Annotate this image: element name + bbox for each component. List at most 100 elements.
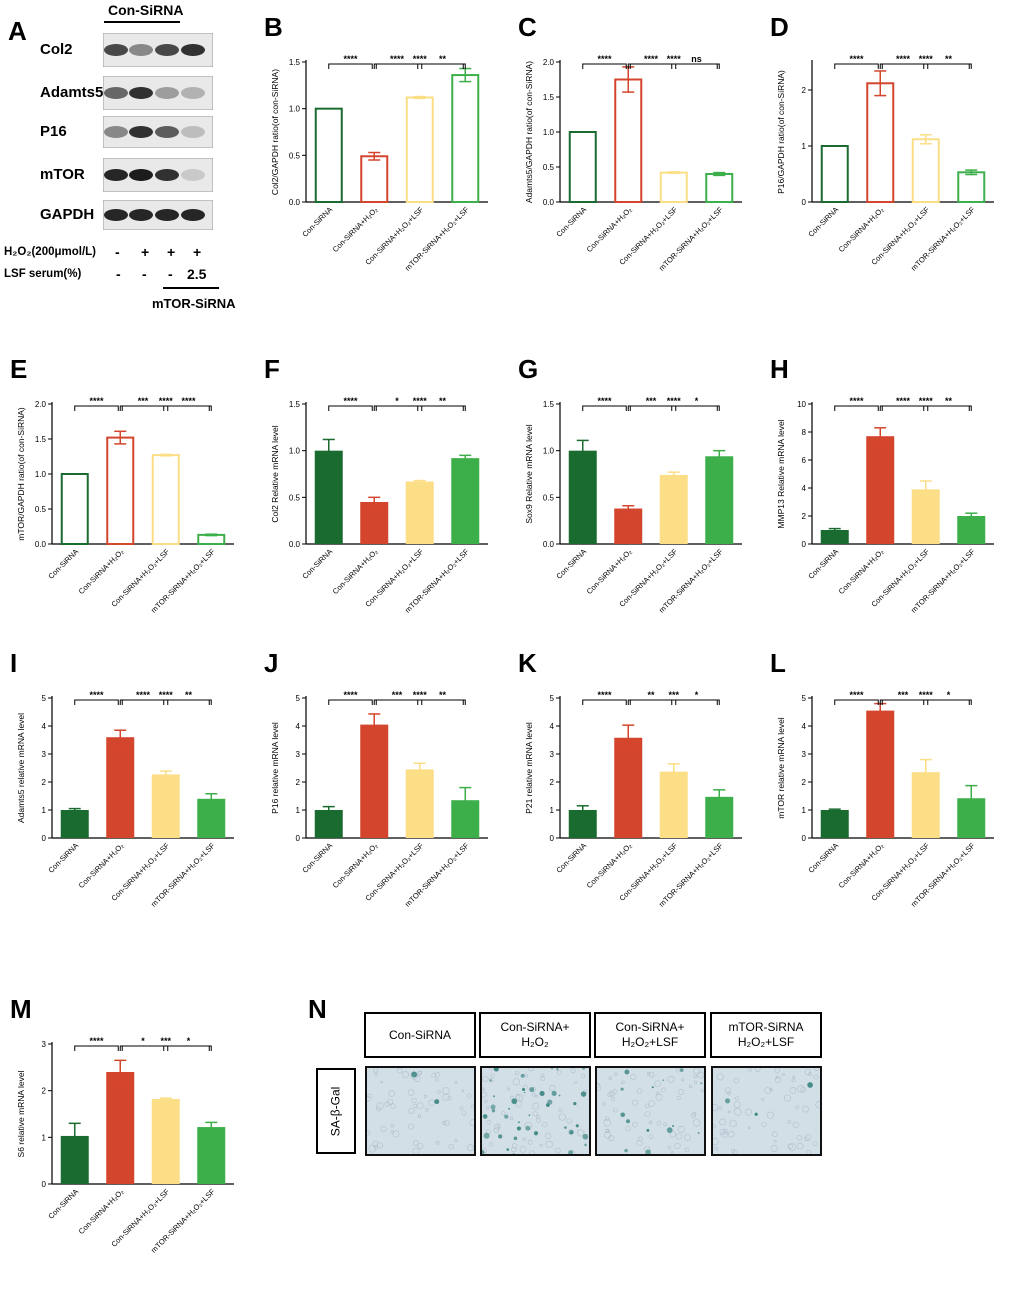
cell-outline-2-23 (684, 1134, 691, 1141)
bar-c-1 (614, 78, 643, 203)
y-tick-label-i-0: 0 (42, 834, 47, 843)
panel-letter-b: B (264, 12, 283, 42)
cell-outline-2-52 (654, 1080, 662, 1088)
y-axis-label-g: Sox9 Relative mRNA level (524, 424, 534, 523)
lsf-sign-4: 2.5 (187, 266, 207, 282)
significance-b-0: **** (328, 54, 373, 69)
header-mtor-sirna-h2o2-lsf-line1: mTOR-SiRNA (728, 1020, 804, 1034)
stain-spot-3-0 (725, 1098, 731, 1104)
cell-outline-0-26 (444, 1120, 450, 1126)
stain-spot-2-7 (662, 1079, 665, 1082)
error-bar-e-3 (205, 533, 218, 537)
panel-letter-f: F (264, 354, 280, 384)
cell-outline-1-20 (558, 1108, 563, 1113)
cell-outline-0-4 (434, 1072, 440, 1078)
stain-spot-1-33 (522, 1087, 526, 1091)
cell-outline-3-55 (791, 1078, 796, 1083)
panel-letter-g: G (518, 354, 538, 384)
significance-label-b-3: **** (413, 54, 428, 64)
significance-g-2: * (675, 396, 718, 411)
bar-l-1 (866, 710, 895, 838)
cell-outline-0-25 (467, 1144, 474, 1152)
cell-outline-3-36 (728, 1131, 735, 1138)
cell-outline-2-13 (677, 1125, 685, 1133)
cell-outline-2-0 (644, 1103, 650, 1109)
y-tick-label-m-2: 2 (42, 1087, 47, 1096)
error-bar-k-1 (622, 724, 635, 752)
cell-outline-3-6 (719, 1118, 726, 1126)
blot-strip-col2 (103, 33, 213, 67)
significance-h-0: **** (834, 396, 879, 411)
stain-spot-0-1 (434, 1099, 440, 1105)
chart-panel-h: H 0 2 4 6 8 10 MMP13 Relative mRNA level Con-SiR… (770, 354, 994, 615)
y-tick-label-m-1: 1 (42, 1133, 47, 1142)
cell-outline-1-26 (512, 1078, 520, 1086)
cell-outline-2-9 (648, 1120, 653, 1125)
cell-outline-3-30 (787, 1143, 793, 1149)
significance-l-3: **** (879, 690, 972, 705)
cell-outline-1-40 (566, 1118, 572, 1124)
significance-b-3: **** (373, 54, 466, 69)
category-label-e-1: Con-SiRNA+H₂O₂ (77, 547, 126, 596)
blot-band-gapdh-1 (104, 209, 128, 221)
cell-outline-3-52 (813, 1074, 819, 1080)
cell-outline-1-16 (523, 1084, 528, 1090)
cell-outline-2-19 (700, 1089, 704, 1093)
cell-outline-2-36 (697, 1071, 704, 1079)
cell-outline-3-28 (804, 1069, 811, 1076)
y-tick-label-g-3: 1.5 (543, 400, 555, 409)
cell-outline-3-23 (771, 1131, 778, 1138)
error-bar-k-2 (667, 763, 680, 781)
cell-outline-0-5 (390, 1124, 394, 1128)
cell-outline-1-29 (555, 1147, 561, 1154)
y-tick-label-l-4: 4 (802, 722, 807, 731)
stain-spot-1-28 (580, 1091, 587, 1097)
significance-label-i-1: **** (136, 690, 151, 700)
panel-letter-c: C (518, 12, 537, 42)
cell-outline-2-30 (676, 1096, 681, 1101)
significance-label-j-0: **** (343, 690, 358, 700)
y-axis-label-k: P21 relative mRNA level (524, 722, 534, 814)
significance-i-0: **** (74, 690, 119, 705)
cell-outline-0-59 (469, 1119, 474, 1126)
row-label-box: SA-β-Gal (316, 1068, 356, 1154)
error-bar-m-2 (159, 1097, 172, 1101)
cell-outline-3-31 (800, 1086, 807, 1093)
bar-i-2 (151, 774, 180, 838)
bar-i-0 (60, 810, 89, 838)
cell-outline-1-0 (532, 1102, 540, 1110)
significance-label-l-0: **** (849, 690, 864, 700)
cell-outline-0-17 (434, 1077, 439, 1082)
stain-spot-1-1 (493, 1095, 496, 1098)
blot-band-col2-2 (129, 44, 153, 56)
y-tick-label-l-3: 3 (802, 750, 807, 759)
y-tick-label-b-3: 1.5 (289, 58, 301, 67)
cell-outline-1-44 (542, 1122, 548, 1128)
stain-spot-1-7 (564, 1126, 567, 1129)
cell-outline-0-50 (374, 1072, 378, 1076)
stain-spot-1-37 (539, 1090, 545, 1096)
y-tick-label-f-3: 1.5 (289, 400, 301, 409)
significance-label-g-1: *** (646, 396, 657, 406)
cell-outline-0-20 (466, 1093, 472, 1099)
bar-l-0 (820, 810, 849, 838)
error-bar-h-1 (874, 427, 887, 446)
significance-e-0: **** (74, 396, 119, 411)
cell-outline-3-39 (788, 1143, 796, 1151)
panel-letter-d: D (770, 12, 789, 42)
cell-outline-0-7 (368, 1145, 377, 1153)
significance-j-0: **** (328, 690, 373, 705)
stain-spot-1-26 (508, 1107, 511, 1110)
significance-label-f-1: * (395, 396, 399, 406)
stain-spot-1-17 (517, 1121, 520, 1124)
error-bar-d-1 (874, 70, 887, 97)
significance-k-0: **** (582, 690, 627, 705)
bar-d-0 (820, 145, 849, 203)
cell-outline-0-24 (392, 1130, 400, 1138)
significance-d-2: ** (927, 54, 970, 69)
cell-outline-1-37 (489, 1142, 494, 1147)
stain-spot-1-25 (504, 1114, 509, 1119)
cell-outline-1-9 (522, 1137, 527, 1142)
cell-outline-2-43 (692, 1119, 701, 1127)
cell-outline-1-51 (558, 1113, 566, 1121)
